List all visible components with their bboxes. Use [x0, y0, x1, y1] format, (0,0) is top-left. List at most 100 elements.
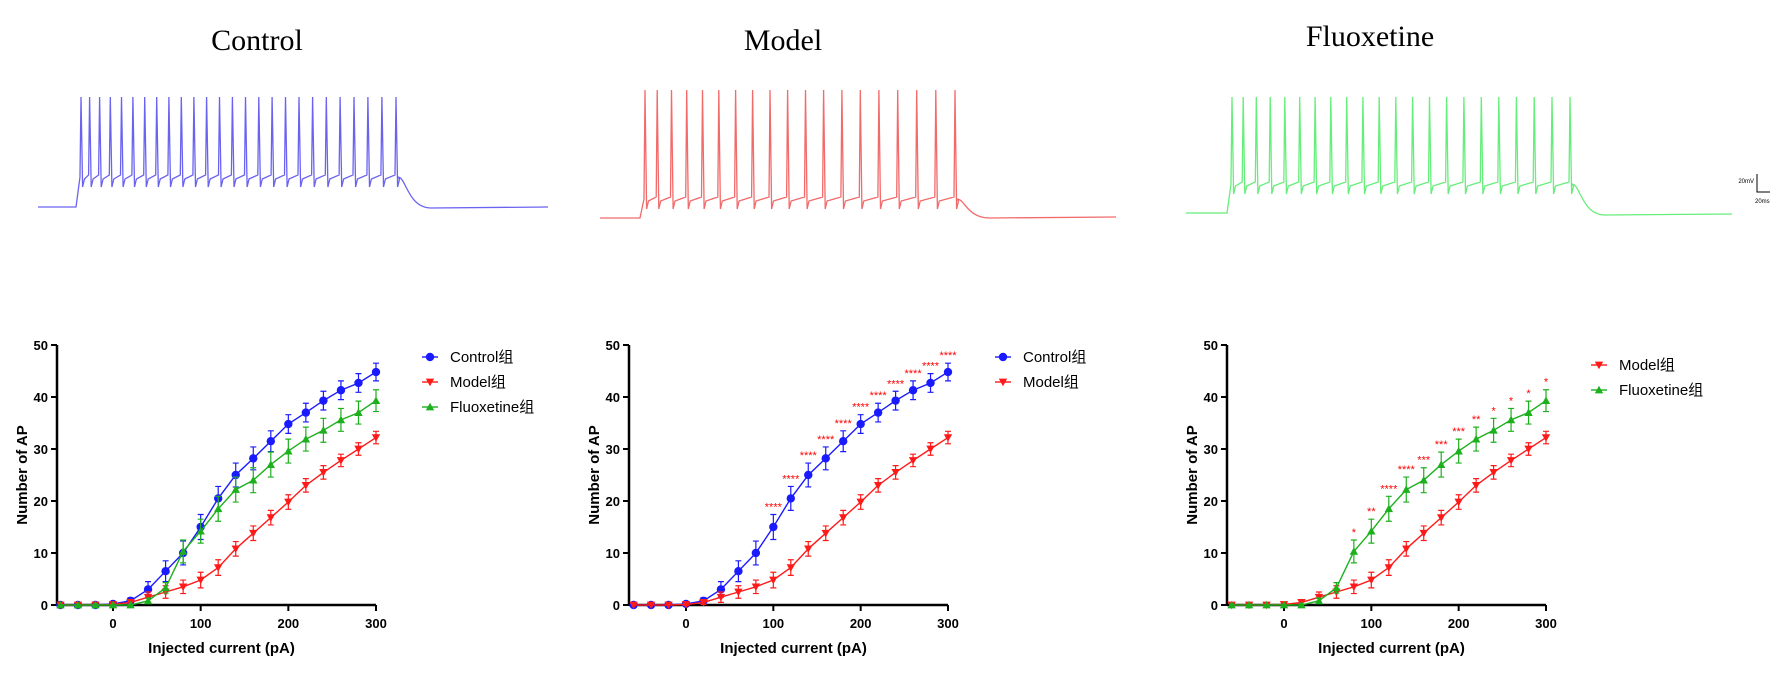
data-point	[284, 498, 293, 507]
series-Fluoxetine组	[56, 389, 381, 609]
legend-marker	[1594, 361, 1604, 370]
data-point	[301, 482, 311, 490]
data-point	[1384, 564, 1393, 572]
title-control: Control	[211, 24, 303, 57]
y-tick-label: 40	[606, 390, 620, 405]
data-point	[839, 514, 848, 522]
data-point	[284, 446, 293, 455]
data-point	[1279, 600, 1289, 609]
trace-fluoxetine	[1186, 96, 1733, 216]
y-tick-label: 50	[1204, 338, 1218, 353]
data-point	[943, 367, 953, 377]
data-point	[908, 457, 918, 465]
x-tick-label: 300	[365, 616, 387, 631]
data-point	[214, 504, 223, 513]
data-point	[73, 600, 83, 609]
legend-label: Control组	[450, 349, 513, 366]
data-point	[126, 600, 135, 609]
data-point	[91, 600, 100, 609]
data-point	[804, 470, 813, 480]
significance-label: ****	[765, 502, 783, 514]
data-point	[371, 434, 381, 442]
data-point	[891, 469, 900, 477]
chart-control-vs-model: 0 10 20 30 40 50 0 100 200 300 Injected current (p…	[586, 338, 1086, 657]
significance-label: *	[1544, 377, 1549, 389]
legend-label: Model组	[1619, 357, 1675, 374]
data-point	[943, 434, 953, 442]
legend: Control组 Model组	[995, 349, 1086, 391]
data-point	[1262, 600, 1271, 609]
significance-label: *	[1526, 388, 1531, 400]
data-point	[734, 588, 743, 597]
data-point	[1489, 469, 1498, 477]
x-tick-label: 100	[1360, 616, 1382, 631]
y-tick-label: 40	[1204, 390, 1218, 405]
significance-label: ****	[905, 368, 923, 380]
data-point	[231, 545, 240, 554]
y-tick-label: 20	[606, 494, 620, 509]
y-tick-label: 40	[34, 390, 48, 405]
series-line	[633, 437, 949, 606]
data-point	[804, 545, 813, 554]
data-point	[336, 386, 346, 395]
data-point	[1419, 529, 1428, 538]
data-point	[196, 526, 205, 535]
x-tick-label: 300	[937, 616, 959, 631]
data-point	[873, 482, 883, 490]
data-point	[1402, 545, 1411, 554]
significance-label: ****	[852, 402, 870, 414]
data-point	[786, 564, 795, 572]
legend-marker	[1594, 385, 1604, 394]
significance-label: ***	[1435, 439, 1449, 451]
data-point	[178, 547, 188, 555]
series-Model组	[629, 430, 953, 610]
data-point	[1541, 396, 1551, 404]
data-point	[336, 415, 346, 424]
data-point	[266, 460, 275, 468]
data-point	[284, 419, 293, 429]
legend-label: Model组	[450, 374, 506, 391]
trace-control	[38, 96, 549, 209]
x-tick-label: 200	[277, 616, 299, 631]
data-point	[1384, 504, 1393, 513]
y-tick-label: 0	[613, 598, 620, 613]
significance-label: ****	[887, 378, 905, 390]
trace-model	[600, 89, 1117, 219]
x-tick-label: 200	[850, 616, 872, 631]
data-point	[1489, 426, 1498, 434]
data-point	[249, 454, 258, 463]
data-point	[161, 567, 170, 576]
significance-label: ****	[1398, 464, 1416, 476]
data-point	[751, 548, 761, 558]
y-axis-label: Number of AP	[1184, 425, 1201, 524]
data-point	[751, 583, 761, 591]
x-tick-label: 0	[109, 616, 116, 631]
data-point	[1227, 600, 1236, 609]
scale-bar: 20mV 20ms	[1738, 174, 1770, 205]
data-point	[249, 529, 258, 538]
data-point	[1541, 434, 1551, 442]
data-point	[664, 601, 673, 610]
significance-label: ***	[1452, 426, 1466, 438]
data-point	[926, 445, 935, 454]
y-tick-label: 30	[1204, 442, 1218, 457]
y-axis-label: Number of AP	[14, 425, 31, 524]
data-point	[699, 599, 708, 607]
significance-label: *	[1352, 527, 1357, 539]
data-point	[1454, 446, 1463, 455]
data-point	[856, 498, 865, 507]
significance-label: ****	[817, 434, 835, 446]
data-point	[786, 494, 795, 503]
data-point	[266, 514, 275, 522]
y-tick-label: 0	[1211, 598, 1218, 613]
x-tick-label: 100	[762, 616, 784, 631]
y-tick-label: 50	[606, 338, 620, 353]
data-point	[371, 396, 381, 404]
data-point	[354, 445, 363, 454]
data-point	[839, 437, 848, 446]
data-point	[908, 386, 918, 395]
x-axis-label: Injected current (pA)	[1318, 640, 1465, 657]
legend-label: Fluoxetine组	[1619, 382, 1703, 399]
scale-bar-voltage-label: 20mV	[1738, 179, 1754, 185]
